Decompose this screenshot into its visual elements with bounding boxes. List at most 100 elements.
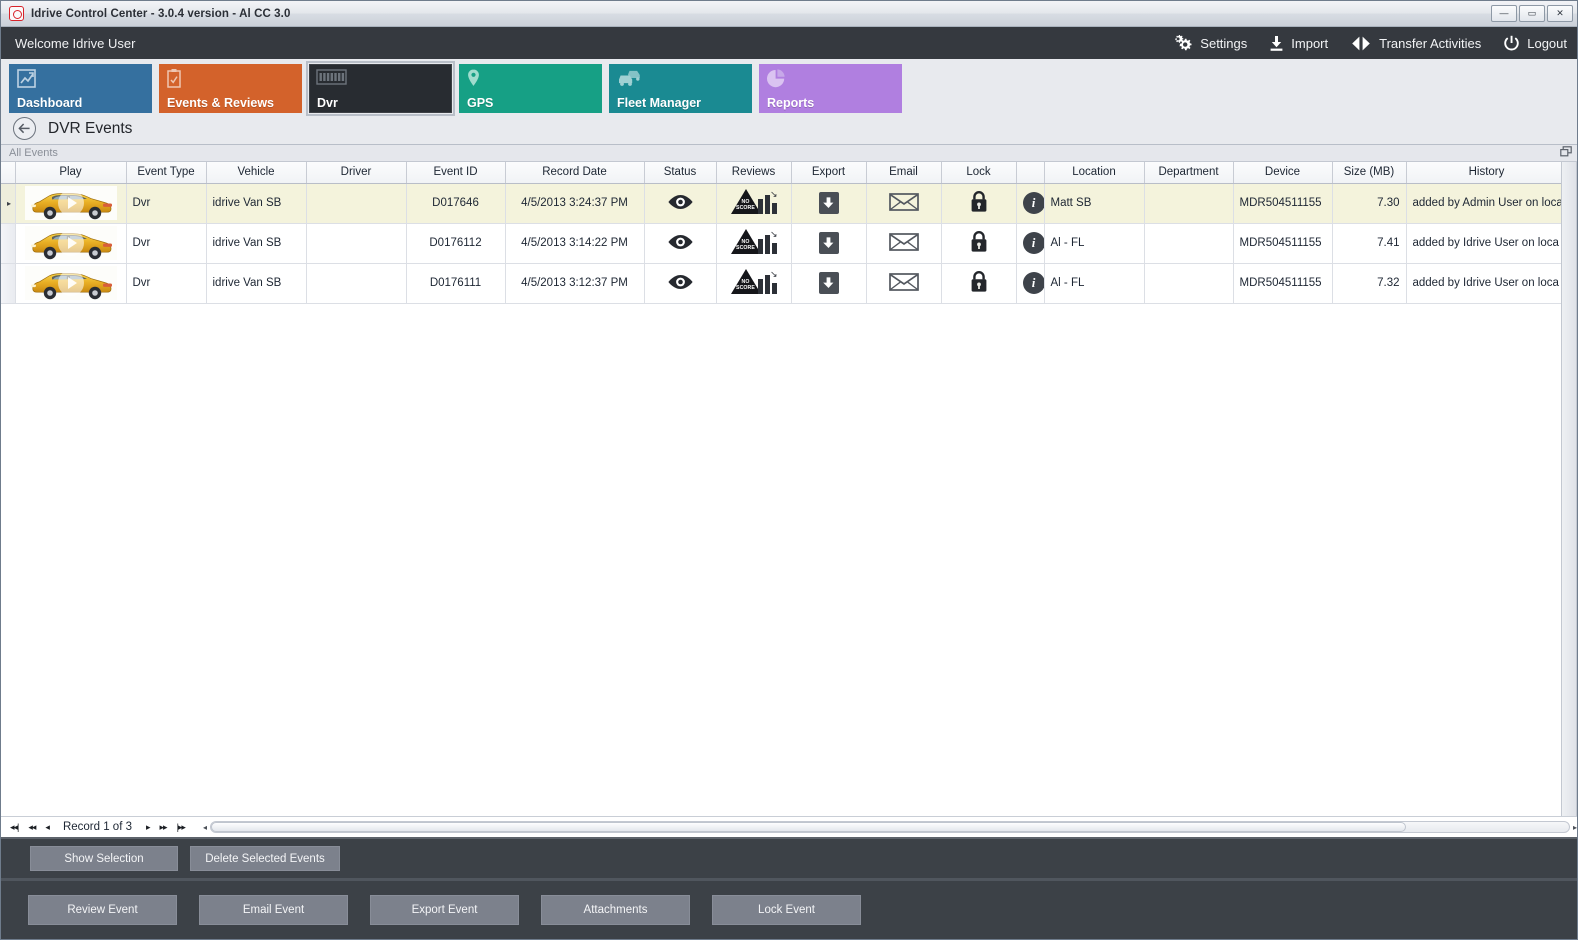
nav-tile-events-and-reviews[interactable]: Events & Reviews <box>159 64 302 113</box>
grid-vertical-scrollbar[interactable] <box>1561 162 1576 816</box>
padlock-icon[interactable] <box>969 230 989 253</box>
attachments-button[interactable]: Attachments <box>541 895 690 925</box>
hscroll-track[interactable] <box>209 821 1570 833</box>
cell-reviews[interactable]: NO SCORE ↘ <box>716 263 792 304</box>
col-header-export[interactable]: Export <box>791 162 867 184</box>
eye-icon[interactable] <box>667 274 694 290</box>
prev-page-icon[interactable]: ◂◂ <box>28 821 36 832</box>
hscroll-thumb[interactable] <box>210 822 1407 832</box>
col-header-info[interactable] <box>1016 162 1045 184</box>
envelope-icon[interactable] <box>888 232 919 252</box>
col-header-email[interactable]: Email <box>866 162 942 184</box>
download-box-icon[interactable] <box>818 192 839 214</box>
cell-play[interactable] <box>15 223 127 264</box>
play-overlay-icon[interactable] <box>57 230 84 256</box>
padlock-icon[interactable] <box>969 190 989 213</box>
next-page-icon[interactable]: ▸▸ <box>159 821 168 832</box>
play-overlay-icon[interactable] <box>57 270 84 296</box>
minimize-button[interactable]: — <box>1491 5 1517 22</box>
email-event-button[interactable]: Email Event <box>199 895 348 925</box>
col-header-driver[interactable]: Driver <box>306 162 407 184</box>
nav-tile-reports[interactable]: Reports <box>759 64 902 113</box>
cell-status[interactable] <box>644 263 717 304</box>
table-row[interactable]: Dvr idrive Van SB D0176112 4/5/2013 3:14… <box>1 223 1568 264</box>
cell-info[interactable]: i <box>1016 183 1045 224</box>
cell-play[interactable] <box>15 183 127 224</box>
info-circle-icon[interactable]: i <box>1022 192 1043 214</box>
row-selector[interactable] <box>1 223 16 264</box>
cell-reviews[interactable]: NO SCORE ↘ <box>716 183 792 224</box>
close-button[interactable]: ✕ <box>1547 5 1573 22</box>
cell-lock[interactable] <box>941 223 1017 264</box>
nav-tile-dvr[interactable]: Dvr <box>306 61 455 116</box>
cell-email[interactable] <box>866 183 942 224</box>
first-record-icon[interactable]: ◂◂| <box>10 821 19 832</box>
download-box-icon[interactable] <box>818 232 839 254</box>
col-header-location[interactable]: Location <box>1044 162 1145 184</box>
col-header-department[interactable]: Department <box>1144 162 1234 184</box>
transfer-activities-menu-item[interactable]: Transfer Activities <box>1350 35 1481 52</box>
settings-menu-item[interactable]: Settings <box>1173 34 1247 52</box>
cell-reviews[interactable]: NO SCORE ↘ <box>716 223 792 264</box>
back-arrow-icon[interactable] <box>13 117 36 140</box>
info-circle-icon[interactable]: i <box>1022 272 1043 294</box>
col-header-size[interactable]: Size (MB) <box>1332 162 1407 184</box>
col-header-lock[interactable]: Lock <box>941 162 1017 184</box>
col-header-play[interactable]: Play <box>15 162 127 184</box>
import-menu-item[interactable]: Import <box>1269 35 1328 52</box>
col-header-record-date[interactable]: Record Date <box>505 162 645 184</box>
padlock-icon[interactable] <box>969 270 989 293</box>
row-selector[interactable] <box>1 263 16 304</box>
prev-record-icon[interactable]: ◂ <box>45 821 49 832</box>
no-score-review-icon[interactable]: NO SCORE ↘ <box>730 268 778 295</box>
delete-selected-events-button[interactable]: Delete Selected Events <box>190 846 340 871</box>
col-header-event-id[interactable]: Event ID <box>406 162 506 184</box>
table-row[interactable]: Dvr idrive Van SB D0176111 4/5/2013 3:12… <box>1 263 1568 304</box>
no-score-review-icon[interactable]: NO SCORE ↘ <box>730 228 778 255</box>
nav-tile-gps[interactable]: GPS <box>459 64 602 113</box>
logout-menu-item[interactable]: Logout <box>1503 35 1567 52</box>
cell-email[interactable] <box>866 223 942 264</box>
cell-export[interactable] <box>791 263 867 304</box>
scroll-right-icon[interactable]: ▸ <box>1572 822 1577 832</box>
nav-tile-dashboard[interactable]: Dashboard <box>9 64 152 113</box>
lock-event-button[interactable]: Lock Event <box>712 895 861 925</box>
cell-export[interactable] <box>791 183 867 224</box>
restore-panel-icon[interactable] <box>1560 146 1572 160</box>
next-record-icon[interactable]: ▸ <box>146 821 150 832</box>
show-selection-button[interactable]: Show Selection <box>30 846 178 871</box>
eye-icon[interactable] <box>667 234 694 250</box>
envelope-icon[interactable] <box>888 192 919 212</box>
download-box-icon[interactable] <box>818 272 839 294</box>
no-score-review-icon[interactable]: NO SCORE ↘ <box>730 188 778 215</box>
col-header-reviews[interactable]: Reviews <box>716 162 792 184</box>
car-play-thumbnail-icon[interactable] <box>24 226 117 260</box>
cell-export[interactable] <box>791 223 867 264</box>
cell-info[interactable]: i <box>1016 263 1045 304</box>
maximize-button[interactable]: ▭ <box>1519 5 1545 22</box>
car-play-thumbnail-icon[interactable] <box>24 266 117 300</box>
cell-lock[interactable] <box>941 183 1017 224</box>
nav-tile-fleet-manager[interactable]: Fleet Manager <box>609 64 752 113</box>
col-header-vehicle[interactable]: Vehicle <box>206 162 307 184</box>
cell-lock[interactable] <box>941 263 1017 304</box>
grid-horizontal-scrollbar[interactable]: ◂ ▸ <box>203 821 1577 834</box>
review-event-button[interactable]: Review Event <box>28 895 177 925</box>
envelope-icon[interactable] <box>888 272 919 292</box>
col-header-status[interactable]: Status <box>644 162 717 184</box>
info-circle-icon[interactable]: i <box>1022 232 1043 254</box>
cell-status[interactable] <box>644 223 717 264</box>
cell-play[interactable] <box>15 263 127 304</box>
cell-info[interactable]: i <box>1016 223 1045 264</box>
last-record-icon[interactable]: |▸▸ <box>176 821 186 832</box>
play-overlay-icon[interactable] <box>57 190 84 216</box>
cell-status[interactable] <box>644 183 717 224</box>
table-row[interactable]: ▸ Dvr idrive Van SB D017646 4/5/2013 3:2… <box>1 183 1568 224</box>
scroll-left-icon[interactable]: ◂ <box>202 822 207 832</box>
cell-email[interactable] <box>866 263 942 304</box>
col-header-history[interactable]: History <box>1406 162 1568 184</box>
eye-icon[interactable] <box>667 194 694 210</box>
col-header-event-type[interactable]: Event Type <box>126 162 207 184</box>
export-event-button[interactable]: Export Event <box>370 895 519 925</box>
row-selector[interactable]: ▸ <box>1 183 16 224</box>
